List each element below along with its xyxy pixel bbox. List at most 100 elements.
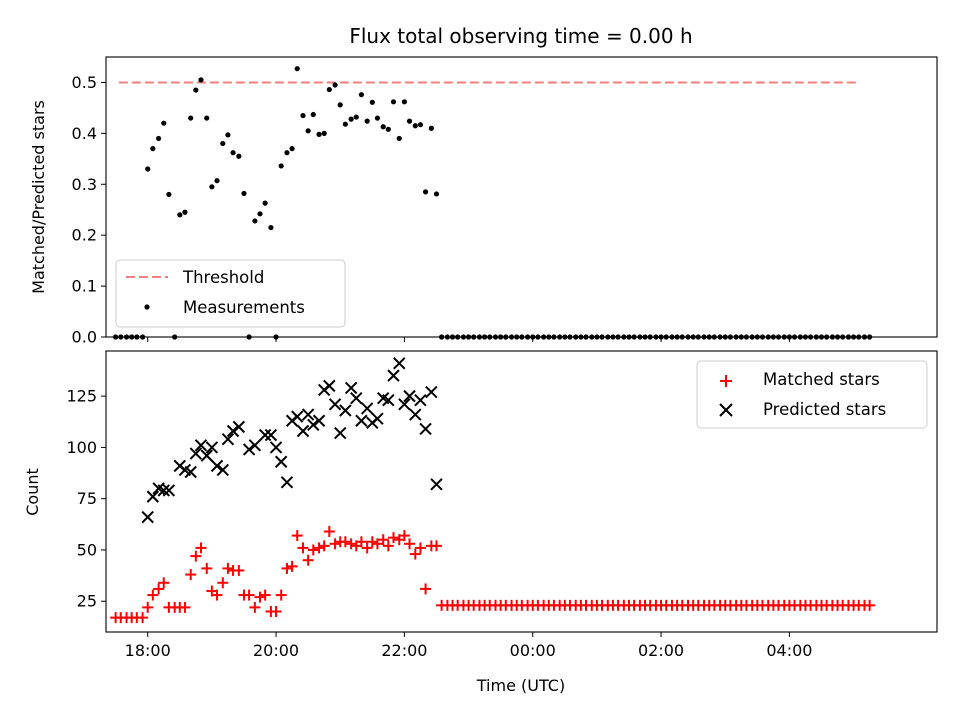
predicted-star-point (216, 463, 229, 477)
measurement-point (177, 212, 183, 218)
measurement-point (289, 146, 295, 152)
predicted-star-point (242, 443, 256, 456)
predicted-star-point (264, 428, 278, 442)
measurement-point (236, 153, 242, 159)
measurement-point (380, 124, 386, 130)
predicted-star-point (146, 490, 160, 503)
matched-star-point (339, 536, 351, 548)
legend-matched-label: Matched stars (763, 370, 880, 389)
measurement-point (326, 86, 332, 93)
measurement-point (390, 99, 397, 105)
predicted-star-point (200, 449, 213, 462)
measurement-point (401, 99, 407, 105)
matched-star-point (195, 542, 207, 554)
measurement-point (310, 111, 316, 118)
x-tick-label: 02:00 (638, 641, 684, 660)
measurement-point (150, 146, 156, 152)
x-tick-label: 18:00 (125, 641, 171, 660)
predicted-star-point (205, 441, 219, 454)
bottom-axes-frame (105, 350, 938, 633)
measurement-point (342, 121, 348, 127)
predicted-star-point (189, 447, 203, 460)
matched-star-point (142, 601, 154, 613)
measurement-point (417, 122, 424, 128)
measurement-point (358, 92, 364, 98)
measurement-point (332, 82, 338, 88)
top-y-tick-label: 0.5 (72, 73, 97, 92)
matched-star-point (864, 599, 876, 611)
predicted-star-point (141, 510, 154, 524)
matched-star-point (345, 538, 357, 550)
measurement-point (428, 125, 434, 131)
top-y-tick-label: 0.3 (72, 175, 97, 194)
predicted-star-point (162, 484, 176, 497)
predicted-star-point (248, 439, 262, 452)
measurement-point (204, 115, 210, 121)
matched-star-point (158, 577, 170, 589)
matched-star-point (190, 550, 202, 562)
matched-star-point (366, 536, 378, 548)
measurement-point (193, 87, 199, 93)
measurement-point (316, 131, 322, 137)
measurement-point (161, 120, 167, 126)
top-y-tick-label: 0.4 (72, 124, 97, 143)
measurement-point (396, 135, 402, 142)
matched-star-point (361, 542, 373, 554)
predicted-star-point (221, 432, 235, 446)
measurement-point (412, 123, 418, 129)
predicted-star-point (274, 455, 288, 468)
x-tick-label: 00:00 (510, 641, 556, 660)
predicted-star-point (301, 408, 315, 421)
predicted-star-point (328, 398, 342, 411)
matched-star-point (259, 589, 271, 601)
measurement-point (364, 118, 370, 124)
predicted-star-point (296, 424, 310, 438)
measurement-point (262, 200, 268, 206)
measurement-point (209, 184, 215, 190)
measurement-point (337, 102, 343, 108)
top-y-tick-label: 0.2 (72, 226, 97, 245)
x-tick-label: 20:00 (253, 641, 299, 660)
predicted-star-point (232, 420, 246, 434)
predicted-star-point (355, 414, 368, 427)
matched-star-point (233, 564, 245, 576)
matched-star-point (153, 583, 165, 595)
count-panel: Count Time (UTC) 25 50 75 100 125 18:00 20:00… (23, 350, 938, 695)
predicted-star-point (307, 418, 320, 432)
predicted-star-point (226, 424, 240, 438)
predicted-star-point (419, 422, 432, 436)
legend-threshold-label: Threshold (182, 268, 264, 287)
predicted-star-point (387, 369, 400, 382)
matched-star-point (387, 532, 399, 544)
matched-star-point (270, 605, 282, 617)
measurement-point (230, 150, 236, 156)
measurement-point (369, 99, 375, 105)
measurement-point (214, 178, 220, 184)
x-axis-label: Time (UTC) (476, 676, 565, 695)
matched-star-point (179, 601, 191, 613)
top-y-ticks: 0.0 0.1 0.2 0.3 0.4 0.5 (72, 73, 106, 347)
predicted-star-point (350, 391, 363, 405)
matched-star-point (414, 542, 426, 554)
matched-star-point (286, 560, 298, 572)
measurement-point (182, 209, 188, 215)
legend-matched-swatch (720, 375, 732, 387)
bottom-y-tick-label: 100 (66, 438, 97, 457)
top-legend-box (115, 259, 346, 328)
measurement-point (198, 77, 204, 83)
measurement-point (278, 163, 284, 169)
matched-star-point (382, 540, 394, 552)
measurement-point (241, 190, 247, 197)
measurement-point (257, 211, 263, 217)
measurement-point (188, 115, 194, 121)
predicted-star-point (269, 441, 283, 454)
matched-star-point (217, 577, 229, 589)
matched-star-point (318, 540, 330, 552)
top-y-tick-label: 0.0 (72, 328, 97, 347)
predicted-star-point (157, 484, 170, 497)
predicted-star-point (371, 412, 384, 425)
measurement-point (348, 116, 354, 122)
bottom-y-tick-label: 75 (77, 489, 97, 508)
x-tick-label: 22:00 (381, 641, 427, 660)
